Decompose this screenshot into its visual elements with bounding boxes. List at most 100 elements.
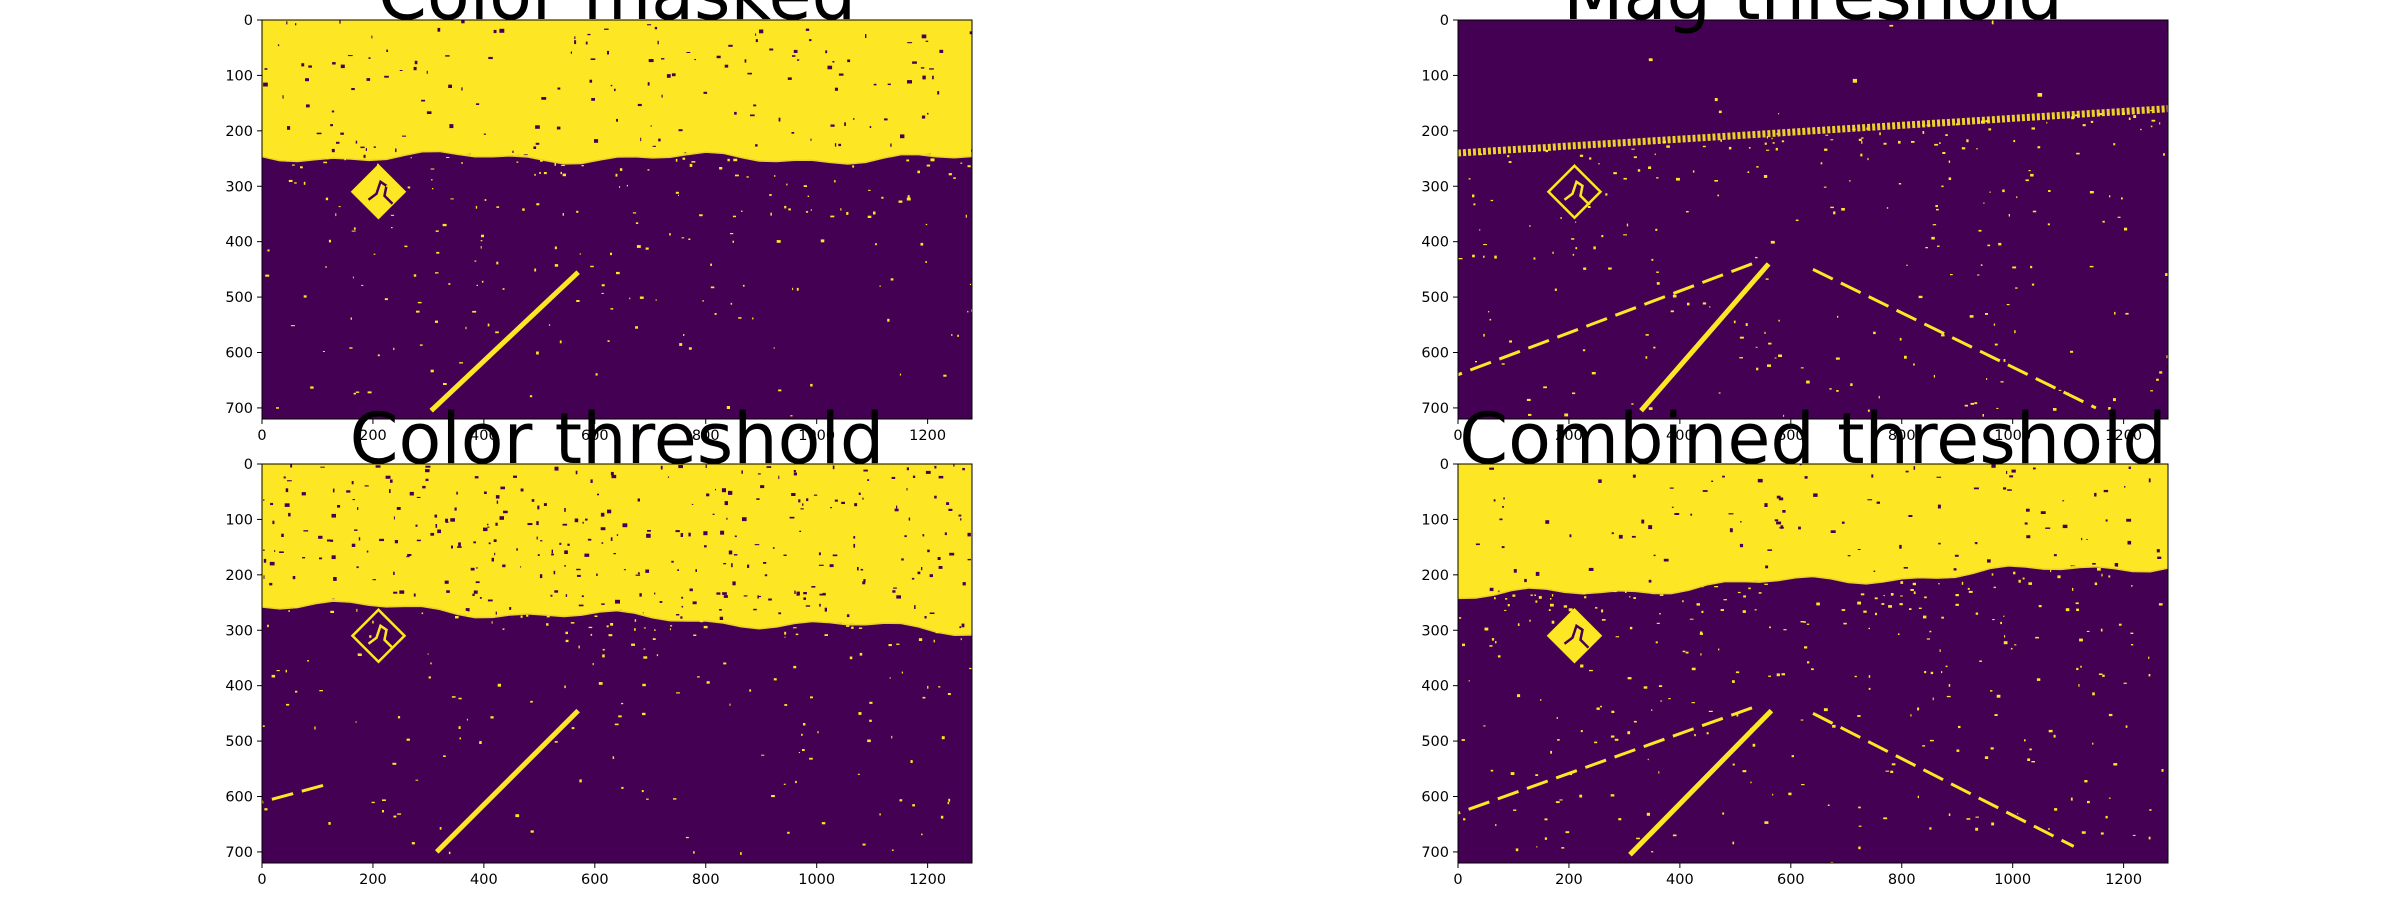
noise-speck [373,253,376,255]
noise-speck [433,154,436,158]
y-tick-label: 600 [225,346,253,362]
noise-speck [611,474,617,479]
noise-speck [1660,700,1663,702]
y-tick-label: 500 [1421,734,1449,750]
noise-speck [747,564,750,568]
road-sign [1546,164,1603,220]
noise-speck [671,560,674,563]
noise-speck [1803,621,1806,623]
noise-speck [481,280,484,283]
noise-speck [1718,648,1720,651]
noise-speck [1934,143,1939,146]
noise-speck [741,210,743,212]
y-tick-label: 100 [225,512,253,528]
noise-speck [1708,710,1713,712]
noise-speck [1982,414,1984,417]
noise-speck [967,558,971,561]
noise-speck [331,148,335,153]
noise-speck [588,626,593,629]
noise-speck [1941,334,1945,337]
noise-speck [2148,674,2151,677]
noise-speck [564,565,566,567]
x-tick-label: 400 [1666,428,1694,444]
noise-speck [301,63,305,67]
noise-speck [1494,597,1496,600]
noise-speck [2165,273,2168,276]
noise-speck [1764,331,1766,334]
noise-speck [1993,586,1996,589]
noise-speck [937,91,940,95]
noise-speck [288,179,293,182]
noise-speck [2070,797,2073,801]
noise-speck [810,209,812,211]
noise-speck [357,507,359,510]
noise-speck [1782,510,1786,513]
noise-speck [2053,408,2057,411]
noise-speck [496,206,500,208]
noise-speck [1868,687,1871,690]
noise-speck [1830,139,1834,141]
noise-speck [570,51,572,54]
noise-speck [1737,591,1741,594]
y-tick-label: 200 [1421,124,1449,140]
noise-speck [382,799,386,801]
noise-speck [726,517,728,520]
noise-speck [396,507,401,510]
noise-speck [1755,256,1758,259]
noise-speck [1956,123,1958,126]
noise-speck [290,464,293,468]
noise-speck [922,534,925,537]
noise-speck [757,595,759,599]
noise-speck [752,317,754,320]
noise-speck [1550,603,1554,607]
plot-frame [261,19,973,420]
noise-speck [590,479,593,483]
noise-speck [488,542,491,545]
noise-speck [773,347,775,349]
noise-speck [1765,278,1769,280]
noise-speck [1868,627,1870,630]
noise-speck [2128,566,2131,569]
noise-speck [1876,501,1880,504]
horizon-edge [1458,105,2168,157]
noise-speck [2054,808,2058,811]
noise-speck [2121,197,2123,200]
noise-speck [285,488,289,493]
noise-speck [1766,149,1770,151]
noise-speck [793,627,797,629]
noise-speck [1529,619,1531,622]
noise-speck [703,91,708,94]
noise-speck [938,686,941,688]
noise-speck [1490,199,1494,202]
noise-speck [921,115,926,119]
noise-speck [898,200,903,203]
noise-speck [788,208,791,211]
x-tick-label: 1200 [909,428,946,444]
noise-speck [813,494,818,496]
noise-speck [426,70,428,74]
noise-speck [787,77,792,80]
noise-speck [683,334,685,336]
noise-speck [2148,478,2151,483]
noise-speck [825,50,828,54]
noise-speck [546,623,549,626]
noise-speck [1501,546,1505,549]
noise-speck [265,274,270,277]
noise-speck [648,59,654,63]
noise-speck [938,475,944,479]
noise-speck [2103,489,2109,493]
noise-speck [382,810,384,813]
noise-speck [1994,714,1998,716]
noise-speck [347,55,353,57]
noise-speck [516,548,518,551]
noise-speck [1497,655,1501,658]
noise-speck [2047,223,2050,226]
noise-speck [1763,175,1768,178]
noise-speck [1696,603,1700,606]
noise-speck [491,557,494,562]
noise-speck [305,78,309,82]
noise-speck [846,625,850,627]
noise-speck [1528,413,1532,416]
noise-speck [904,535,907,538]
noise-speck [606,625,609,628]
